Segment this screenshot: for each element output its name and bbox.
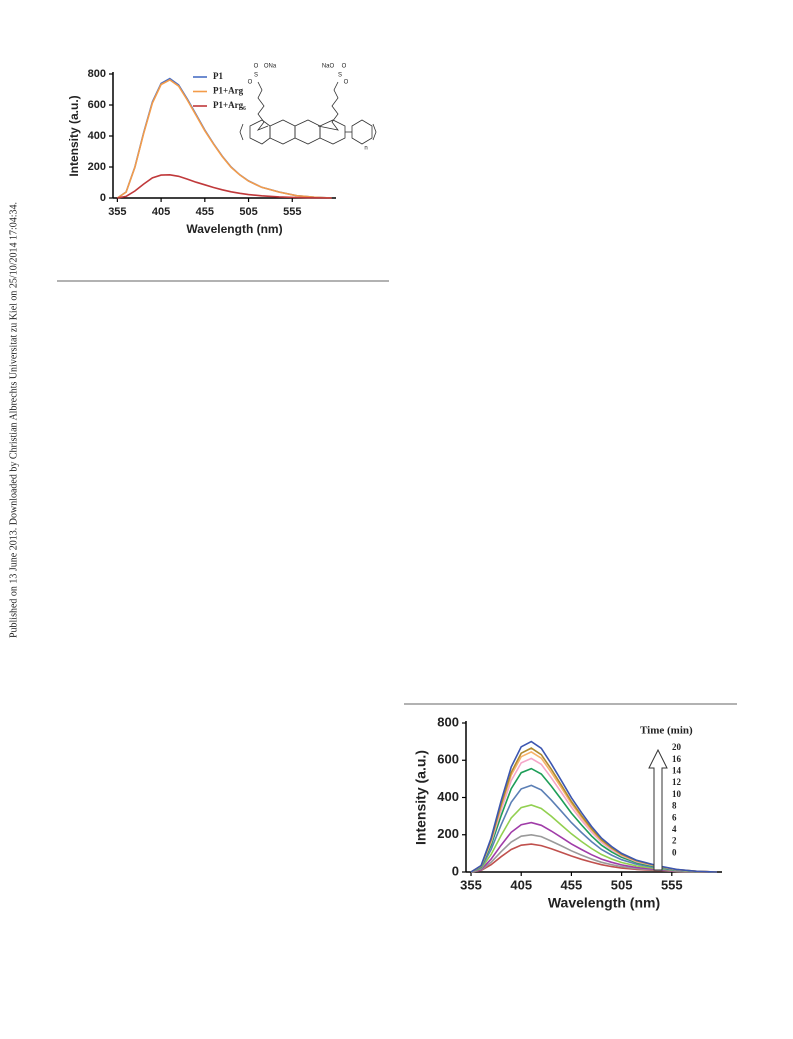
legend-title: Time (min) — [640, 725, 693, 737]
legend-label: P1+Arg — [213, 86, 244, 96]
x-tick-label: 405 — [152, 206, 170, 218]
atom-label: O — [342, 64, 347, 70]
x-axis-title: Wavelength (nm) — [548, 895, 660, 911]
legend-arrow — [648, 748, 668, 871]
y-tick-label: 0 — [100, 192, 106, 204]
legend-label: P1+Arg₆ — [213, 100, 246, 110]
atom-label: S — [254, 73, 258, 79]
series-line — [470, 740, 718, 873]
y-tick-label: 400 — [88, 130, 106, 142]
legend-label: 6 — [672, 812, 677, 822]
legend-label: 12 — [672, 777, 682, 787]
atom-label: O — [248, 80, 253, 86]
y-tick-label: 200 — [437, 826, 459, 841]
legend-label: 2 — [672, 836, 677, 846]
x-tick-label: 455 — [196, 206, 214, 218]
series-line — [116, 78, 332, 199]
side-note: Published on 13 June 2013. Downloaded by… — [8, 202, 19, 638]
y-tick-label: 0 — [452, 863, 459, 878]
x-tick-label: 555 — [661, 877, 683, 892]
y-tick-label: 600 — [88, 99, 106, 111]
atom-label: NaO — [322, 64, 335, 70]
y-tick-label: 600 — [437, 752, 459, 767]
y-tick-label: 400 — [437, 789, 459, 804]
legend-label: 0 — [672, 847, 677, 857]
legend-label: 14 — [672, 765, 682, 775]
series-line — [117, 173, 332, 199]
y-tick-label: 800 — [88, 68, 106, 80]
x-axis-title: Wavelength (nm) — [186, 222, 282, 236]
legend-label: 20 — [672, 742, 682, 752]
series-line — [470, 843, 718, 873]
atom-label: n — [364, 146, 367, 152]
series-line — [470, 821, 718, 873]
legend-label: 10 — [672, 789, 682, 799]
x-tick-label: 405 — [510, 877, 532, 892]
y-tick-label: 800 — [437, 714, 459, 729]
legend-label: P1 — [213, 71, 223, 81]
atom-label: O — [344, 80, 349, 86]
legend-label: 16 — [672, 754, 682, 764]
legend-label: 4 — [672, 824, 677, 834]
y-axis-title: Intensity (a.u.) — [67, 95, 81, 176]
atom-label: S — [338, 73, 342, 79]
y-axis-title: Intensity (a.u.) — [413, 750, 429, 845]
x-tick-label: 555 — [283, 206, 301, 218]
legend-label: 8 — [672, 801, 677, 811]
x-tick-label: 355 — [460, 877, 482, 892]
x-tick-label: 505 — [239, 206, 257, 218]
series-line — [470, 804, 718, 873]
x-tick-label: 455 — [561, 877, 583, 892]
atom-label: O — [254, 64, 259, 70]
series-line — [470, 833, 718, 873]
x-tick-label: 355 — [108, 206, 126, 218]
atom-label: ONa — [264, 64, 277, 70]
x-tick-label: 505 — [611, 877, 633, 892]
structure — [239, 81, 377, 145]
y-tick-label: 200 — [88, 161, 106, 173]
series-line — [470, 784, 718, 873]
